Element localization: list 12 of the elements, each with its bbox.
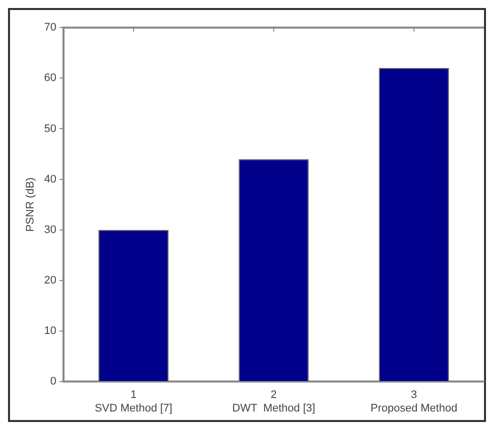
y-tick-label: 30 bbox=[44, 224, 56, 236]
x-tick-label: 1 SVD Method [7] bbox=[94, 389, 172, 414]
y-tick-label: 60 bbox=[44, 72, 56, 84]
y-axis-title: PSNR (dB) bbox=[24, 177, 37, 232]
y-tick-label: 10 bbox=[44, 325, 56, 338]
y-tick-label: 50 bbox=[44, 122, 56, 135]
y-tick-label: 0 bbox=[50, 376, 56, 388]
x-tick-label: 3 Proposed Method bbox=[370, 389, 458, 414]
y-tick-label: 20 bbox=[44, 274, 56, 286]
y-tick-label: 40 bbox=[44, 173, 56, 186]
x-tick-label: 2 DWT Method [3] bbox=[232, 389, 316, 414]
y-tick-label: 70 bbox=[44, 22, 56, 34]
